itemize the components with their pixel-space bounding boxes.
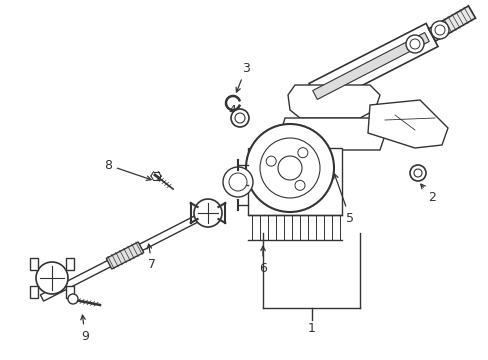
- Circle shape: [223, 167, 252, 197]
- Text: 1: 1: [307, 321, 315, 334]
- Polygon shape: [41, 210, 209, 301]
- Circle shape: [260, 138, 319, 198]
- Circle shape: [413, 169, 421, 177]
- Polygon shape: [30, 286, 38, 298]
- Circle shape: [228, 173, 246, 191]
- Polygon shape: [30, 258, 38, 270]
- Circle shape: [294, 180, 305, 190]
- Text: 5: 5: [333, 174, 353, 225]
- Polygon shape: [287, 85, 379, 118]
- Circle shape: [245, 124, 333, 212]
- Polygon shape: [66, 286, 74, 298]
- Circle shape: [36, 262, 68, 294]
- Polygon shape: [367, 100, 447, 148]
- Text: 6: 6: [259, 246, 266, 274]
- Circle shape: [235, 113, 244, 123]
- Polygon shape: [66, 258, 74, 270]
- Text: 2: 2: [420, 184, 435, 203]
- Circle shape: [194, 199, 222, 227]
- Circle shape: [68, 294, 78, 304]
- Polygon shape: [427, 6, 474, 41]
- Text: 7: 7: [147, 244, 156, 271]
- Circle shape: [265, 156, 276, 166]
- Polygon shape: [280, 118, 384, 150]
- Circle shape: [434, 25, 444, 35]
- Polygon shape: [106, 242, 143, 269]
- Polygon shape: [247, 148, 341, 215]
- Text: 3: 3: [236, 62, 249, 92]
- Text: 8: 8: [104, 158, 151, 180]
- Text: 9: 9: [81, 315, 89, 342]
- Circle shape: [278, 156, 302, 180]
- Circle shape: [230, 109, 248, 127]
- Circle shape: [405, 35, 423, 53]
- Polygon shape: [308, 23, 437, 107]
- Polygon shape: [312, 32, 428, 99]
- Circle shape: [297, 148, 307, 158]
- Text: 4: 4: [227, 104, 238, 123]
- Circle shape: [409, 39, 419, 49]
- Circle shape: [430, 21, 448, 39]
- Circle shape: [409, 165, 425, 181]
